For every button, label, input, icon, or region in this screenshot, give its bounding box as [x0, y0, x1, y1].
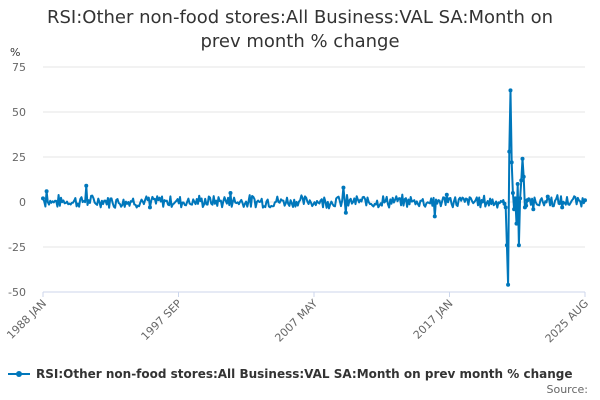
data-point: [41, 196, 45, 201]
data-point: [506, 282, 511, 287]
data-point: [515, 182, 520, 186]
x-tick-label: 2017 JAN: [411, 297, 456, 342]
data-point: [507, 149, 512, 154]
chart-title-line-2: prev month % change: [200, 31, 400, 52]
y-unit-label: %: [10, 46, 20, 59]
data-point: [525, 198, 530, 203]
data-point: [521, 174, 526, 179]
gridlines: [43, 66, 585, 293]
y-tick-label: 0: [19, 196, 26, 209]
legend-line-icon: [8, 371, 30, 377]
data-point: [444, 192, 449, 197]
data-point: [518, 196, 523, 201]
data-point: [432, 214, 437, 219]
legend[interactable]: RSI:Other non-food stores:All Business:V…: [8, 366, 572, 382]
y-tick-label: 25: [12, 151, 26, 164]
data-point: [504, 243, 509, 248]
chart-title: RSI:Other non-food stores:All Business:V…: [0, 6, 600, 54]
data-point: [531, 207, 536, 212]
data-point: [524, 203, 529, 208]
data-point: [84, 183, 89, 188]
y-tick-label: -50: [8, 286, 26, 299]
legend-label: RSI:Other non-food stores:All Business:V…: [36, 367, 573, 381]
data-point: [510, 191, 515, 195]
data-point: [502, 201, 507, 206]
data-point: [343, 210, 348, 215]
data-point: [583, 198, 587, 203]
y-tick-label: 75: [12, 61, 26, 74]
data-point: [509, 160, 514, 165]
data-point: [44, 189, 49, 194]
series-layer: [41, 88, 587, 287]
source-label: Source:: [546, 383, 589, 396]
y-tick-label: -25: [8, 241, 26, 254]
data-point: [512, 207, 517, 212]
data-point: [560, 205, 565, 210]
x-axis: 1988 JAN 1997 SEP 2007 MAY 2017 JAN 2025 AUG: [4, 291, 592, 346]
data-point: [520, 156, 525, 161]
data-point: [341, 185, 346, 190]
data-point: [147, 205, 152, 210]
data-point: [516, 243, 521, 248]
data-point: [503, 205, 508, 210]
data-point: [545, 194, 550, 199]
data-point: [519, 178, 524, 183]
data-point: [228, 191, 233, 195]
data-point: [513, 196, 518, 201]
data-point: [514, 221, 519, 226]
x-tick-label: 2025 AUG: [543, 297, 592, 346]
x-tick-label: 1988 JAN: [4, 297, 49, 342]
series-line: [42, 89, 586, 286]
x-tick-label: 2007 MAY: [272, 297, 320, 345]
y-tick-label: 50: [12, 106, 26, 119]
chart-title-line-1: RSI:Other non-food stores:All Business:V…: [46, 7, 554, 28]
data-point: [508, 88, 513, 93]
x-tick-label: 1997 SEP: [139, 297, 185, 343]
y-axis: 75 50 25 0 -25 -50%: [8, 46, 26, 299]
